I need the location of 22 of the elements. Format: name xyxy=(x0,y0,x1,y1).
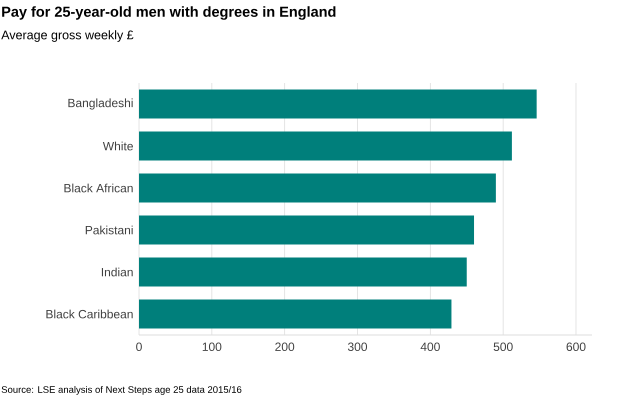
bar xyxy=(139,174,496,202)
x-tick-label: 0 xyxy=(136,342,142,352)
x-tick-label: 300 xyxy=(348,342,368,352)
bar xyxy=(139,132,512,160)
source-note: Source: LSE analysis of Next Steps age 25 data 2015/16 xyxy=(2,386,242,395)
x-tick-label: 500 xyxy=(494,342,513,352)
x-tick-label: 600 xyxy=(566,342,586,352)
y-tick-label: Pakistani xyxy=(86,226,133,234)
y-tick-label: Black Caribbean xyxy=(46,310,133,318)
bar xyxy=(139,300,452,328)
y-tick-label: Indian xyxy=(102,268,133,276)
bar xyxy=(139,90,537,118)
y-tick-label: White xyxy=(102,142,133,150)
bar xyxy=(139,258,467,286)
chart-subtitle: Average gross weekly £ xyxy=(1,30,134,42)
chart-title: Pay for 25-year-old men with degrees in England xyxy=(2,6,336,20)
y-tick-label: Bangladeshi xyxy=(68,98,133,110)
x-tick-label: 400 xyxy=(420,342,440,352)
y-tick-label: Black African xyxy=(64,184,133,192)
x-tick-label: 100 xyxy=(202,342,222,352)
x-tick-label: 200 xyxy=(275,342,294,352)
bar xyxy=(139,216,474,244)
